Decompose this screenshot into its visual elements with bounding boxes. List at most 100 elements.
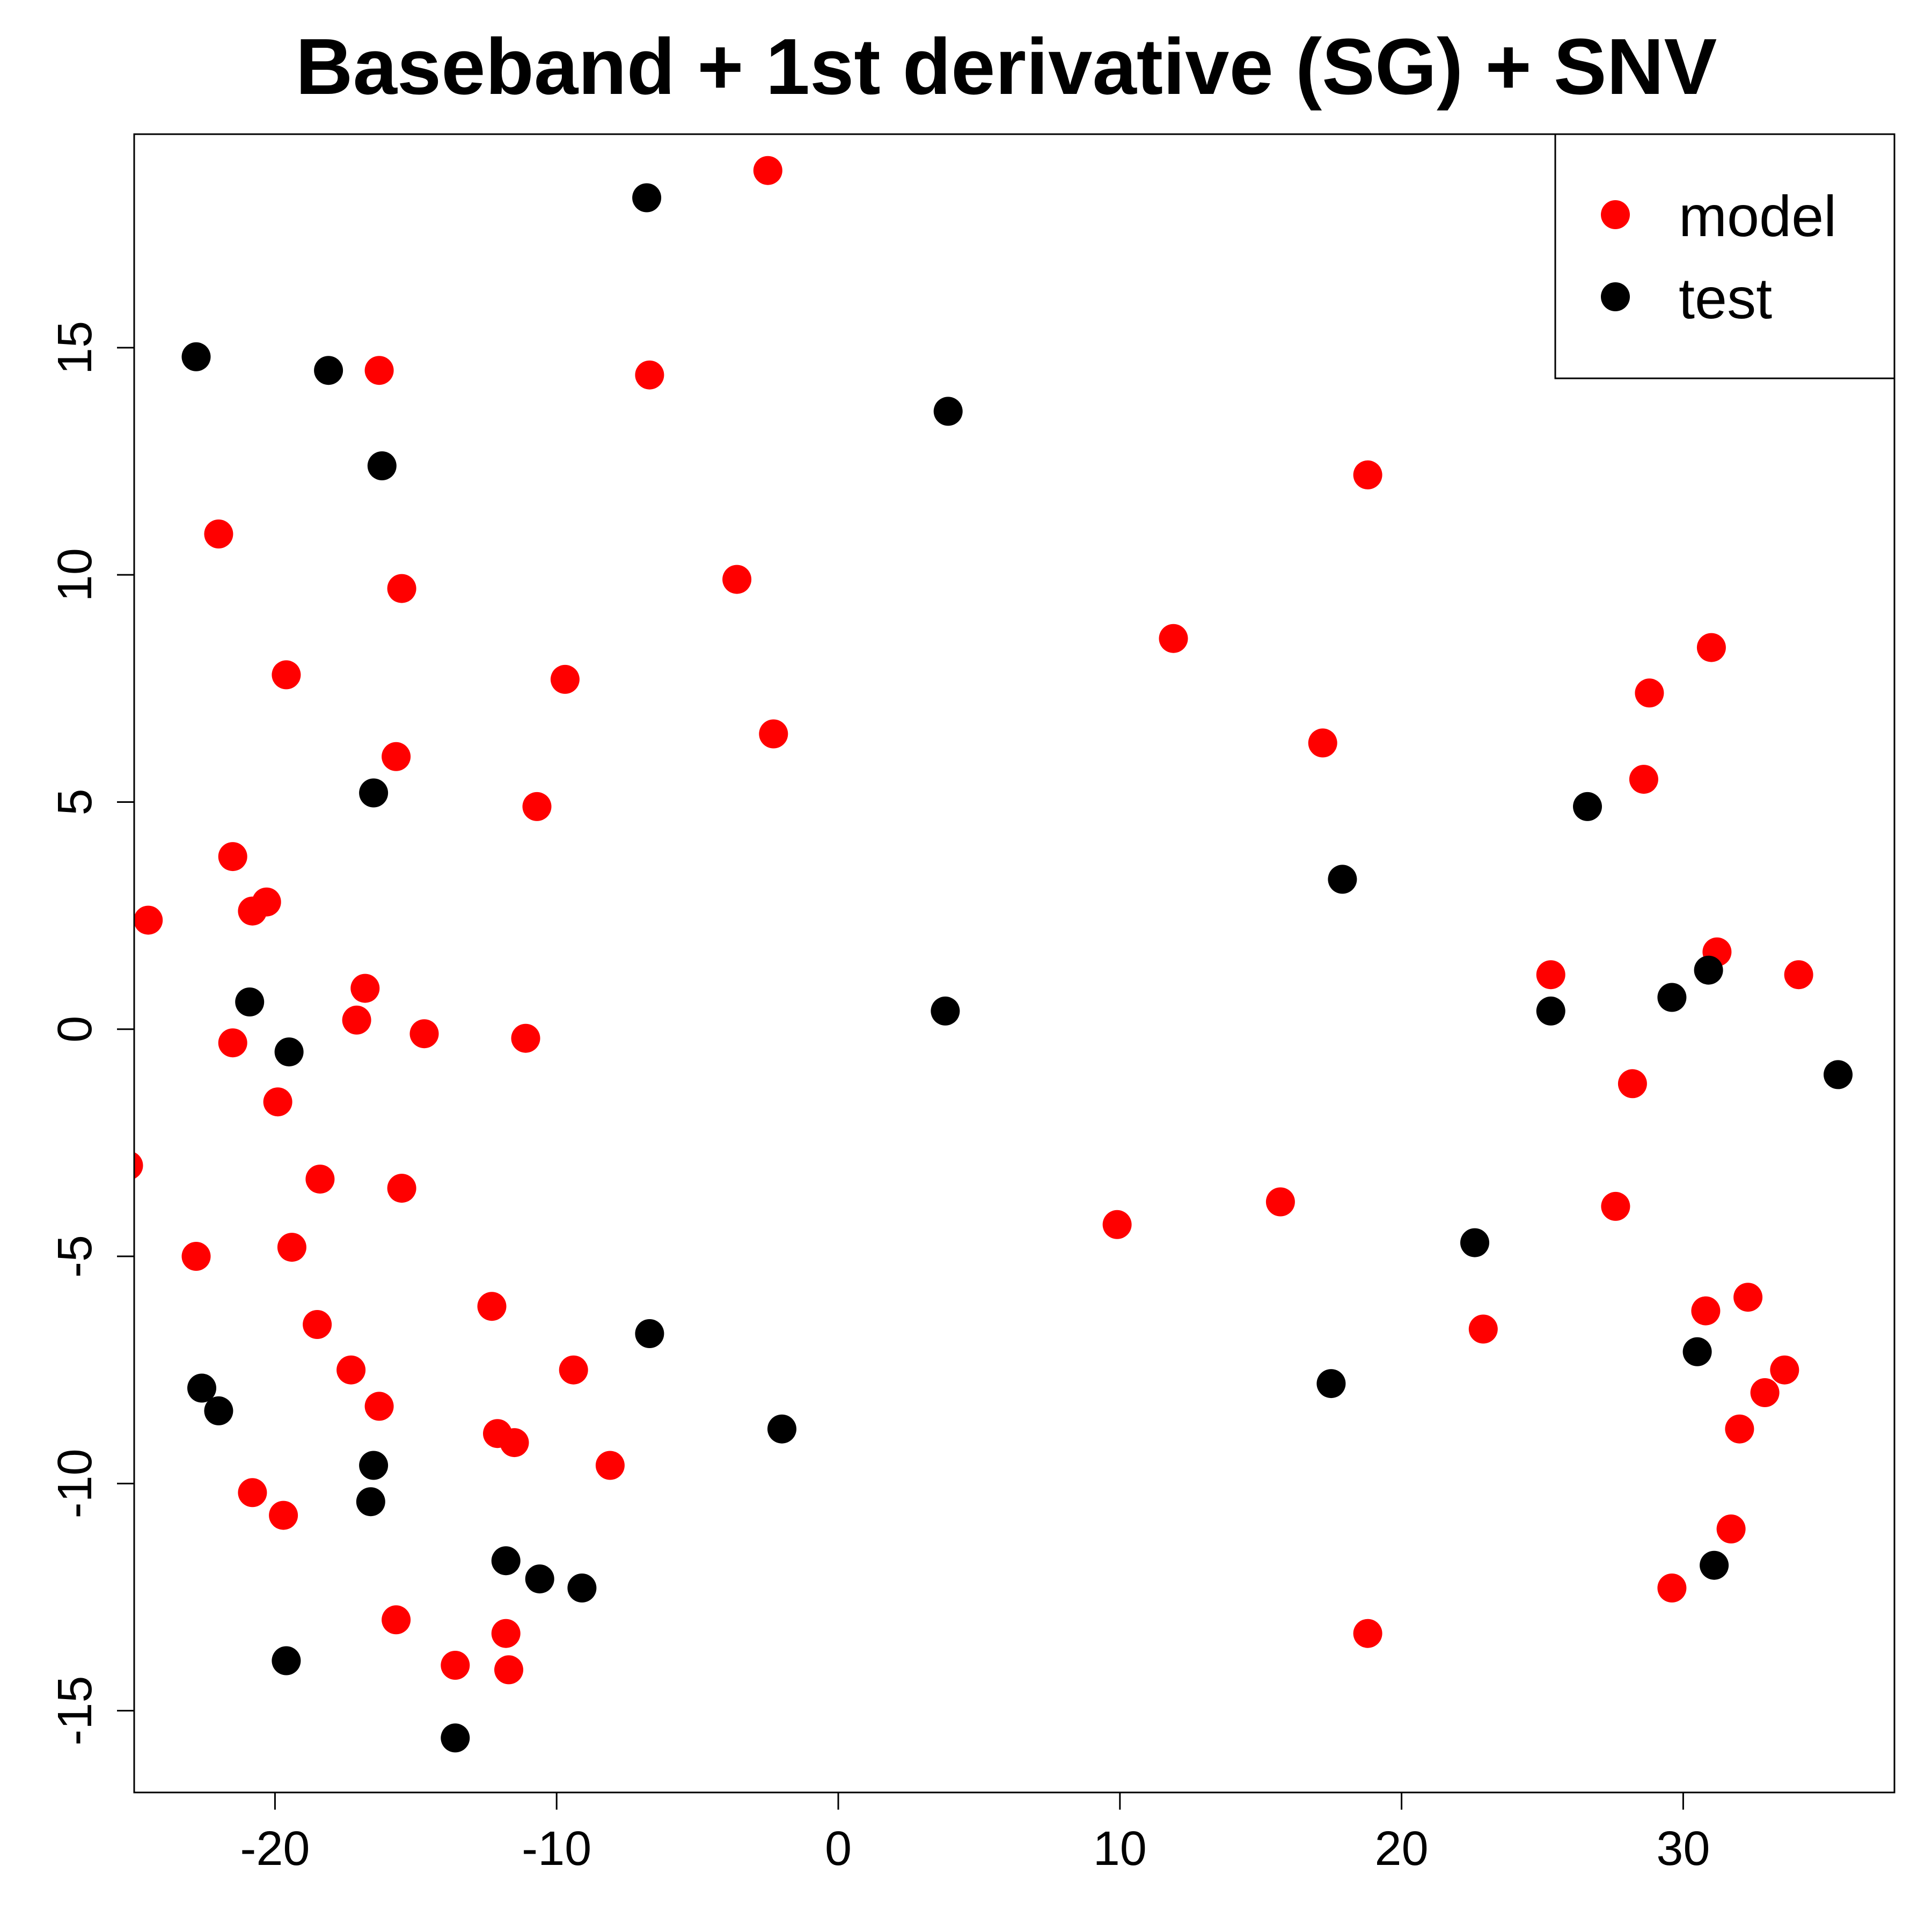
- point-test-18: [204, 1396, 233, 1425]
- point-model-18: [511, 1023, 540, 1053]
- point-test-26: [441, 1723, 470, 1753]
- point-model-11: [218, 842, 247, 872]
- point-test-1: [181, 342, 211, 371]
- point-test-3: [933, 397, 963, 426]
- point-test-27: [1316, 1369, 1346, 1399]
- point-test-20: [356, 1487, 385, 1517]
- point-model-15: [350, 974, 380, 1003]
- point-test-4: [367, 451, 397, 480]
- point-model-14: [134, 905, 163, 935]
- x-tick-label: 20: [1375, 1822, 1429, 1876]
- y-tick-label: 15: [48, 321, 102, 375]
- point-model-23: [134, 1152, 143, 1179]
- point-model-40: [1102, 1210, 1132, 1239]
- point-model-7: [550, 664, 580, 694]
- point-model-54: [1784, 960, 1813, 990]
- point-model-55: [1691, 1296, 1721, 1326]
- point-model-21: [305, 1165, 335, 1194]
- point-model-34: [238, 1478, 267, 1507]
- point-model-45: [1353, 1619, 1382, 1648]
- point-model-26: [303, 1310, 332, 1339]
- point-test-5: [359, 778, 389, 808]
- x-tick-label: -10: [522, 1822, 591, 1876]
- point-model-36: [382, 1605, 411, 1635]
- point-model-0: [753, 156, 782, 185]
- point-model-4: [387, 574, 416, 603]
- point-model-13: [238, 896, 267, 926]
- point-model-17: [409, 1019, 439, 1049]
- point-test-22: [491, 1546, 521, 1576]
- point-model-51: [1635, 678, 1664, 708]
- point-model-22: [387, 1174, 416, 1203]
- point-model-35: [269, 1501, 298, 1530]
- point-test-14: [1824, 1060, 1853, 1089]
- x-tick-label: 0: [825, 1822, 852, 1876]
- point-test-28: [1682, 1337, 1712, 1366]
- point-model-56: [1733, 1283, 1763, 1312]
- point-model-16: [342, 1005, 371, 1035]
- point-model-48: [1601, 1191, 1630, 1221]
- point-model-39: [494, 1655, 523, 1685]
- point-test-6: [235, 987, 265, 1016]
- point-model-49: [1618, 1069, 1647, 1099]
- point-test-12: [1657, 983, 1687, 1012]
- point-test-17: [187, 1373, 216, 1403]
- points-layer: [134, 156, 1853, 1753]
- legend-marker-test: [1601, 282, 1630, 311]
- point-test-11: [1536, 996, 1565, 1026]
- point-model-42: [1159, 624, 1188, 653]
- point-model-10: [522, 792, 552, 821]
- point-model-41: [1265, 1187, 1295, 1217]
- point-test-2: [314, 356, 343, 385]
- point-model-28: [364, 1392, 394, 1421]
- point-model-50: [1629, 765, 1658, 794]
- point-model-9: [382, 742, 411, 771]
- point-model-61: [1657, 1574, 1687, 1602]
- y-axis: -15 -10 -5 0 5 10 15: [48, 321, 134, 1746]
- point-model-44: [1353, 460, 1382, 489]
- point-model-19: [218, 1028, 247, 1058]
- point-test-9: [1328, 865, 1357, 894]
- y-tick-label: 10: [48, 548, 102, 602]
- point-model-5: [722, 565, 752, 594]
- point-model-52: [1696, 633, 1726, 662]
- point-model-43: [1308, 728, 1337, 758]
- y-tick-label: -15: [48, 1676, 102, 1746]
- point-model-30: [559, 1355, 588, 1385]
- x-axis: -20 -10 0 10 20 30: [240, 1792, 1710, 1876]
- point-model-37: [491, 1619, 521, 1648]
- point-model-25: [277, 1233, 306, 1262]
- point-model-29: [477, 1292, 507, 1321]
- point-model-60: [1716, 1514, 1746, 1543]
- point-model-33: [595, 1451, 625, 1480]
- point-model-6: [272, 660, 301, 690]
- point-model-57: [1770, 1355, 1799, 1385]
- point-test-19: [359, 1451, 389, 1480]
- x-tick-label: 10: [1093, 1822, 1147, 1876]
- legend-label-test: test: [1679, 266, 1772, 331]
- point-test-25: [272, 1646, 301, 1675]
- point-model-59: [1725, 1414, 1754, 1444]
- point-test-29: [1700, 1550, 1729, 1580]
- point-test-16: [635, 1319, 664, 1348]
- point-model-3: [204, 519, 233, 548]
- point-model-2: [635, 360, 664, 390]
- point-test-23: [525, 1564, 554, 1594]
- plot-frame: [133, 133, 1896, 1794]
- point-test-15: [1460, 1228, 1489, 1257]
- point-test-10: [1573, 792, 1602, 821]
- y-tick-label: 0: [48, 1016, 102, 1043]
- y-tick-label: -5: [48, 1235, 102, 1278]
- point-model-58: [1750, 1378, 1780, 1407]
- point-model-27: [336, 1355, 366, 1385]
- point-test-24: [567, 1574, 597, 1602]
- point-model-8: [759, 719, 788, 749]
- chart-title: Baseband + 1st derivative (SG) + SNV: [296, 23, 1717, 111]
- point-model-38: [441, 1651, 470, 1680]
- point-model-20: [263, 1087, 292, 1117]
- point-test-8: [931, 996, 960, 1026]
- x-tick-label: 30: [1656, 1822, 1710, 1876]
- y-tick-label: -10: [48, 1448, 102, 1518]
- point-model-46: [1468, 1314, 1498, 1344]
